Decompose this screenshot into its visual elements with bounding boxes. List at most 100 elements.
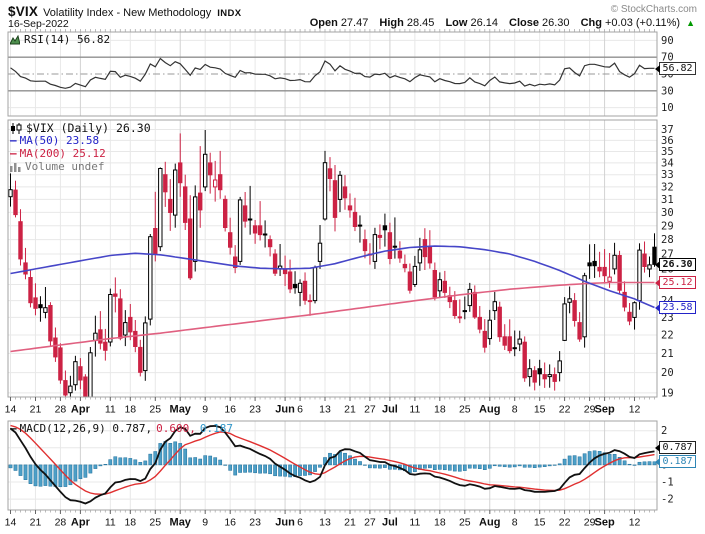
macd-value-tag: 0.787 (655, 441, 696, 454)
svg-text:16: 16 (224, 517, 236, 529)
svg-text:18: 18 (434, 517, 446, 529)
histogram-icon (10, 162, 21, 172)
svg-text:23: 23 (661, 312, 674, 324)
svg-text:25: 25 (149, 404, 161, 416)
svg-text:23: 23 (249, 404, 261, 416)
ma200-line (10, 281, 655, 353)
svg-text:Aug: Aug (479, 404, 500, 416)
change-up-arrow-icon: ▲ (686, 18, 695, 28)
svg-text:May: May (170, 517, 192, 529)
macd-hist-value: 0.187 (199, 422, 233, 435)
svg-text:22: 22 (661, 329, 674, 341)
ma200-value-tag: 25.12 (655, 276, 696, 289)
svg-text:25: 25 (459, 517, 471, 529)
svg-text:20: 20 (661, 367, 674, 379)
svg-text:25: 25 (459, 404, 471, 416)
macd-line-swatch: — (10, 422, 17, 435)
svg-text:70: 70 (661, 52, 674, 64)
svg-text:12: 12 (629, 404, 641, 416)
svg-text:37: 37 (661, 124, 674, 136)
svg-text:8: 8 (512, 404, 518, 416)
svg-text:11: 11 (105, 517, 116, 529)
svg-text:12: 12 (629, 517, 641, 529)
svg-text:28: 28 (661, 234, 674, 246)
svg-text:9: 9 (202, 517, 208, 529)
ma50-line (10, 245, 655, 309)
ma200-legend: — MA(200) 25.12 (10, 147, 106, 160)
grid-lines (8, 32, 657, 510)
svg-text:28: 28 (55, 517, 67, 529)
svg-text:11: 11 (409, 517, 420, 529)
svg-text:33: 33 (661, 169, 674, 181)
svg-text:21: 21 (344, 404, 356, 416)
rsi-line (10, 57, 655, 89)
svg-text:Aug: Aug (479, 517, 500, 529)
svg-text:-2: -2 (661, 494, 674, 506)
svg-text:18: 18 (124, 404, 136, 416)
close-label: Close (509, 17, 540, 29)
svg-text:Apr: Apr (71, 404, 91, 416)
rsi-value-tag: 56.82 (655, 62, 696, 75)
svg-text:36: 36 (661, 135, 674, 147)
svg-text:Sep: Sep (594, 404, 614, 416)
svg-text:14: 14 (5, 404, 17, 416)
svg-text:13: 13 (319, 517, 331, 529)
price-legend: $VIX (Daily) 26.30 (10, 121, 151, 135)
svg-text:6: 6 (297, 404, 303, 416)
rsi-reference-lines (8, 56, 657, 92)
ohlc-quote-row: Open 27.47 High 28.45 Low 26.14 Close 26.30 … (302, 17, 695, 29)
svg-text:31: 31 (661, 194, 674, 206)
candlestick-icon (11, 122, 22, 134)
axis-ticks (10, 29, 655, 514)
svg-text:Jun: Jun (275, 517, 295, 529)
svg-text:23: 23 (249, 517, 261, 529)
chart-title: Volatility Index - New Methodology (43, 7, 212, 19)
stockcharts-credit: © StockCharts.com (610, 4, 697, 15)
svg-text:29: 29 (584, 404, 596, 416)
macd-histogram (8, 441, 657, 488)
change-label: Chg (580, 17, 602, 29)
svg-text:90: 90 (661, 35, 674, 47)
svg-text:Jul: Jul (382, 404, 398, 416)
svg-text:Jun: Jun (275, 404, 295, 416)
svg-text:27: 27 (364, 517, 376, 529)
svg-text:30: 30 (661, 85, 674, 97)
close-value: 26.30 (542, 17, 570, 29)
macd-signal-value: 0.600, (156, 422, 196, 435)
svg-text:34: 34 (661, 157, 674, 169)
svg-text:21: 21 (661, 348, 674, 360)
svg-text:25: 25 (149, 517, 161, 529)
ma200-line-swatch: — (10, 147, 17, 160)
chart-header: $VIX Volatility Index - New Methodology IN… (8, 3, 242, 21)
svg-text:May: May (170, 404, 192, 416)
svg-text:10: 10 (661, 102, 674, 114)
svg-text:Apr: Apr (71, 517, 91, 529)
x-axis-labels: 14 21 28 Apr 11 18 25 May 9 16 23 Jun 6 13 21 27 Jul 11 18… (5, 404, 641, 529)
svg-text:-1: -1 (661, 477, 674, 489)
svg-text:13: 13 (319, 404, 331, 416)
svg-text:32: 32 (661, 181, 674, 193)
svg-text:11: 11 (409, 404, 420, 416)
svg-text:8: 8 (512, 517, 518, 529)
high-label: High (379, 17, 404, 29)
svg-text:6: 6 (297, 517, 303, 529)
svg-text:18: 18 (434, 404, 446, 416)
svg-text:22: 22 (559, 404, 571, 416)
ma50-legend: — MA(50) 23.58 (10, 134, 100, 147)
svg-text:19: 19 (661, 387, 674, 399)
area-chart-icon (10, 34, 20, 44)
svg-text:2: 2 (661, 425, 667, 437)
svg-text:22: 22 (559, 517, 571, 529)
svg-text:Sep: Sep (594, 517, 614, 529)
change-value: +0.03 (+0.11%) (605, 17, 681, 29)
open-value: 27.47 (340, 17, 369, 29)
exchange-label: INDX (217, 8, 242, 19)
svg-text:21: 21 (30, 517, 42, 529)
svg-text:27: 27 (661, 249, 674, 261)
chart-date: 16-Sep-2022 (8, 18, 69, 30)
svg-text:29: 29 (584, 517, 596, 529)
open-label: Open (309, 17, 338, 29)
svg-text:11: 11 (105, 404, 116, 416)
